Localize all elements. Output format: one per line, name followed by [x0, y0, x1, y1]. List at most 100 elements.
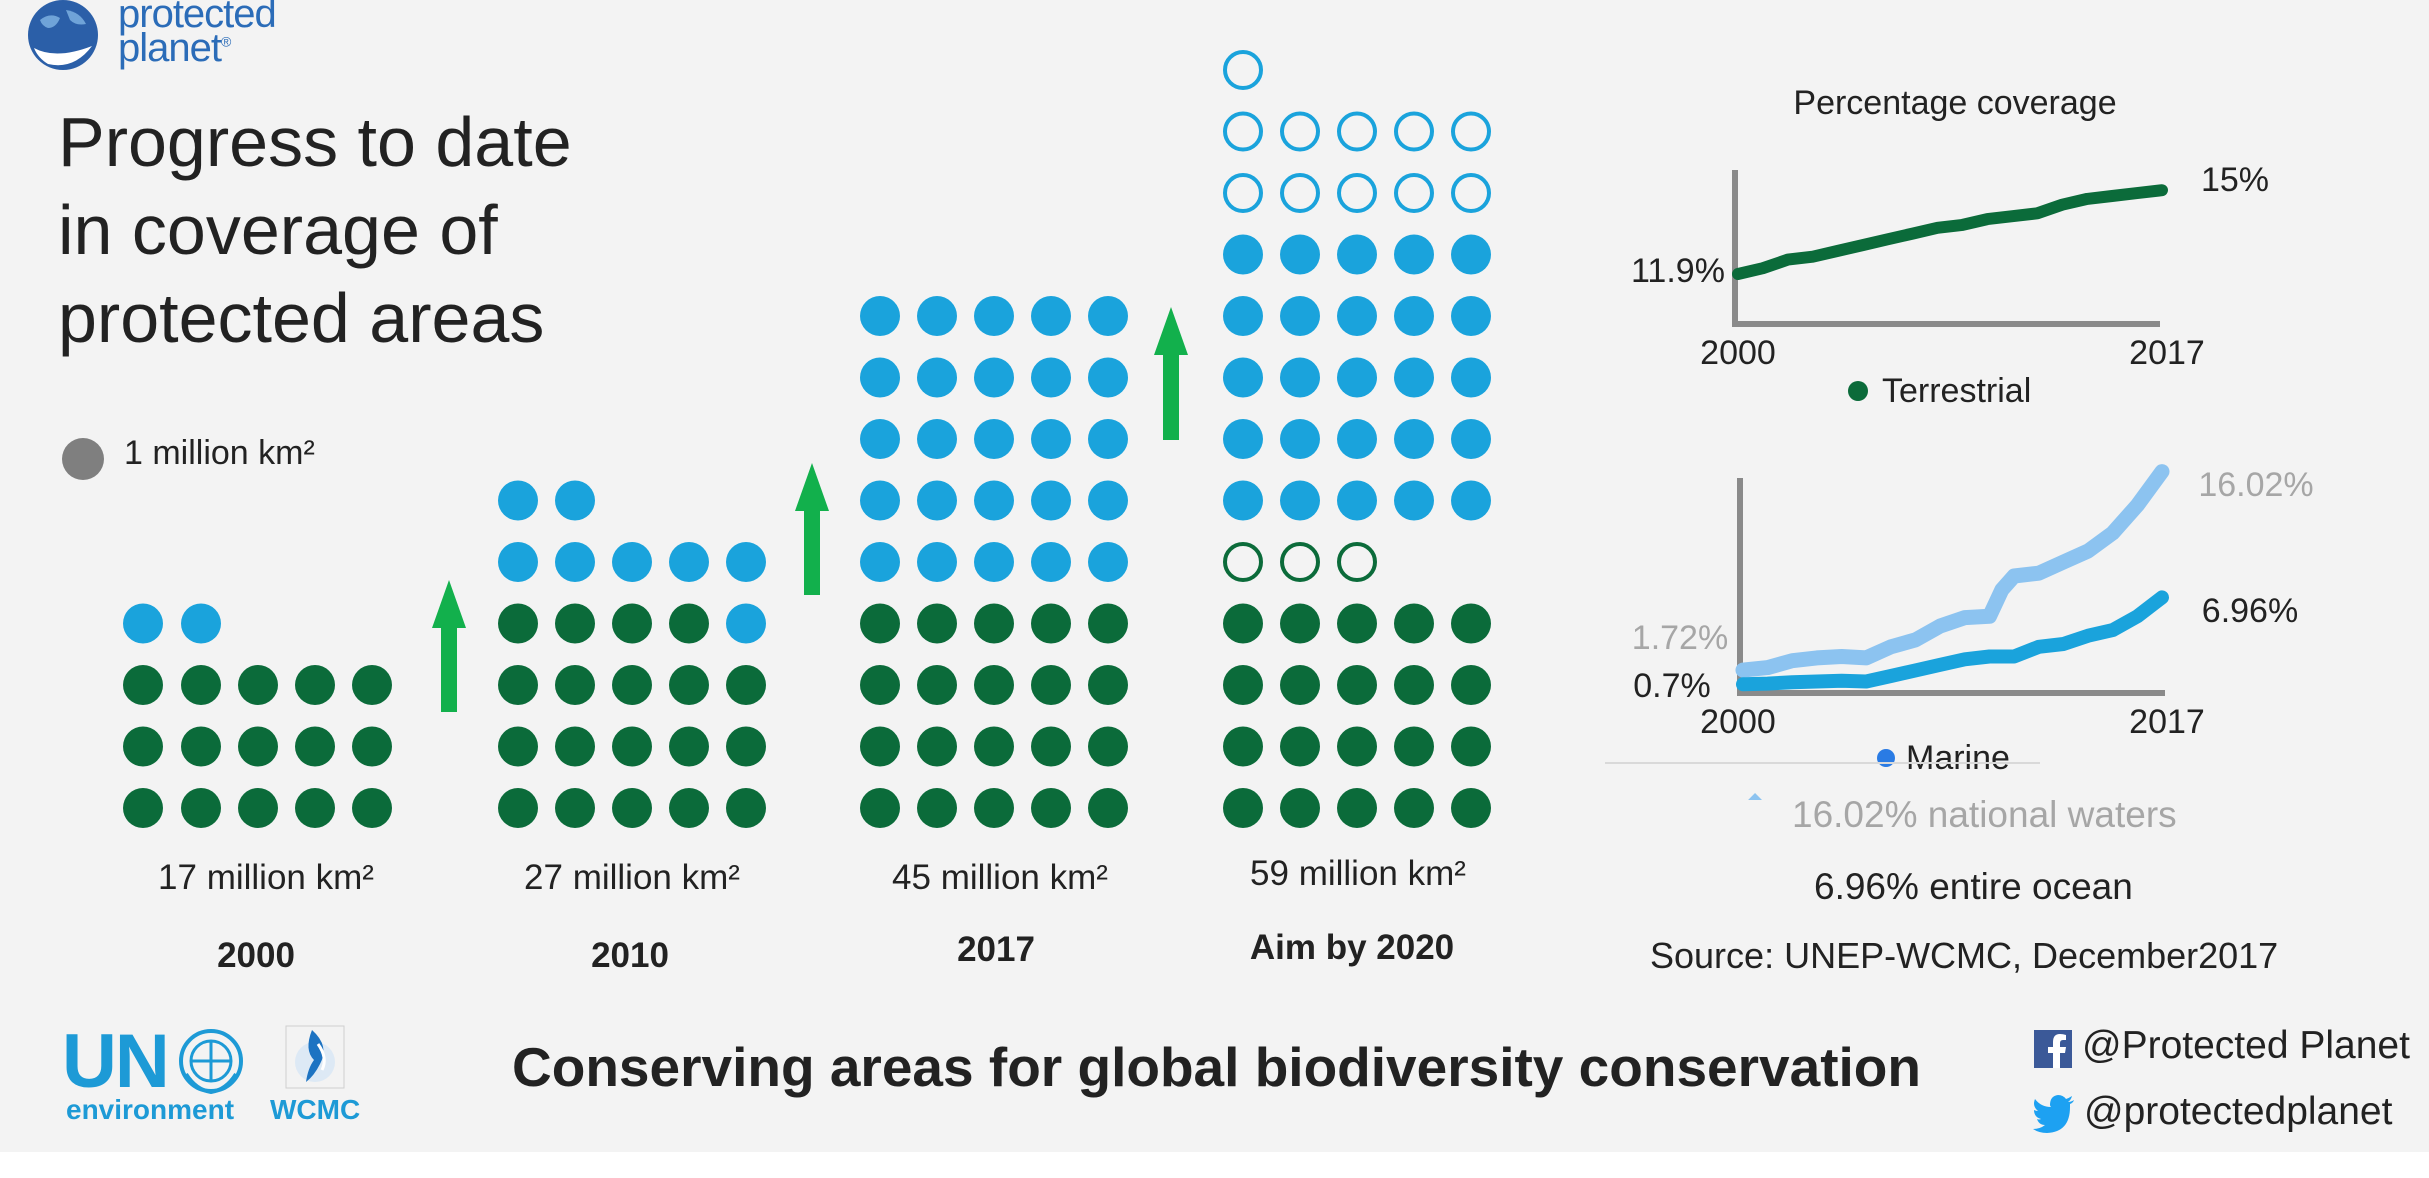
facebook-handle[interactable]: @Protected Planet	[2082, 1024, 2410, 1067]
marine-dot	[1451, 419, 1491, 459]
marine-dot	[1394, 357, 1434, 398]
target-marine-dot	[1451, 111, 1491, 152]
terrestrial-dot	[181, 726, 221, 767]
terrestrial-dot	[974, 788, 1014, 828]
source-note: Source: UNEP-WCMC, December2017	[1650, 935, 2279, 976]
target-marine-dot	[1280, 173, 1320, 213]
marine-dot	[1451, 296, 1491, 336]
logo-wordmark-line2: planet®	[118, 26, 231, 70]
terrestrial-dot	[860, 603, 900, 644]
globe-icon	[28, 0, 98, 70]
area-label-2020: 59 million km²	[1250, 854, 1466, 893]
terrestrial-dot	[1223, 665, 1263, 705]
terrestrial-dot	[123, 788, 163, 828]
area-label-2000: 17 million km²	[158, 858, 374, 897]
terrestrial-dot	[612, 665, 652, 705]
marine-ocean-series-line	[1736, 590, 2169, 692]
terrestrial-dot	[295, 726, 335, 767]
marine-dot	[123, 603, 163, 644]
terrestrial-dot	[1088, 726, 1128, 767]
marine-dot	[726, 603, 766, 644]
terrestrial-dot	[1088, 788, 1128, 828]
marine-dot	[1337, 234, 1377, 275]
marine-dot	[612, 542, 652, 582]
marine-dot	[974, 419, 1014, 459]
terrestrial-dot	[669, 665, 709, 705]
marine-dot	[1280, 419, 1320, 459]
pictogram-chart	[123, 50, 1491, 828]
terrestrial-dot	[1223, 726, 1263, 767]
terrestrial-dot	[974, 726, 1014, 767]
facebook-icon[interactable]	[2034, 1030, 2072, 1068]
target-marine-dot	[1337, 111, 1377, 152]
terrestrial-dot	[917, 726, 957, 767]
legend-dot	[62, 438, 104, 480]
title-line-3: protected areas	[58, 279, 545, 357]
terrestrial-dot	[1223, 603, 1263, 644]
target-marine-dot	[1223, 111, 1263, 152]
un-logo-text: UN	[62, 1019, 170, 1104]
marine-dot	[974, 480, 1014, 521]
terrestrial-dot	[860, 726, 900, 767]
terrestrial-dot	[555, 726, 595, 767]
marine-dot	[669, 542, 709, 582]
terrestrial-dot	[1280, 788, 1320, 828]
marine-dot	[860, 542, 900, 582]
marine-dot	[498, 480, 538, 521]
un-emblem-icon	[179, 1029, 243, 1095]
terrestrial-dot	[974, 665, 1014, 705]
terrestrial-dot	[181, 665, 221, 705]
entire-ocean-legend-label: 6.96% entire ocean	[1814, 866, 2133, 907]
marine-dot	[181, 603, 221, 644]
twitter-icon[interactable]	[2032, 1094, 2076, 1134]
national-waters-swatch	[1748, 793, 1762, 800]
marine-dot	[860, 296, 900, 336]
marine-dot	[1223, 419, 1263, 459]
terrestrial-x-end: 2017	[2129, 334, 2205, 372]
marine-dot	[1031, 357, 1071, 398]
marine-national-end-label: 16.02%	[2198, 466, 2313, 504]
un-environment-text: environment	[66, 1094, 235, 1125]
target-terrestrial-dot	[1337, 542, 1377, 582]
target-marine-dot	[1394, 173, 1434, 213]
terrestrial-start-label: 11.9%	[1631, 252, 1725, 290]
marine-dot	[1280, 480, 1320, 521]
tagline: Conserving areas for global biodiversity…	[512, 1036, 1921, 1098]
marine-dot	[1031, 419, 1071, 459]
terrestrial-dot	[669, 788, 709, 828]
title-line-1: Progress to date	[58, 103, 572, 181]
terrestrial-dot	[238, 726, 278, 767]
target-marine-dot	[1223, 173, 1263, 213]
terrestrial-dot	[1280, 665, 1320, 705]
terrestrial-dot	[860, 788, 900, 828]
year-label-2017: 2017	[957, 930, 1035, 969]
year-label-2010: 2010	[591, 936, 669, 975]
marine-dot	[860, 480, 900, 521]
target-marine-dot	[1337, 173, 1377, 213]
marine-legend-dot	[1877, 749, 1895, 767]
terrestrial-dot	[726, 726, 766, 767]
marine-dot	[1337, 419, 1377, 459]
terrestrial-dot	[612, 788, 652, 828]
terrestrial-dot	[726, 665, 766, 705]
twitter-handle[interactable]: @protectedplanet	[2084, 1090, 2393, 1133]
terrestrial-dot	[238, 788, 278, 828]
terrestrial-dot	[555, 665, 595, 705]
marine-dot	[498, 542, 538, 582]
marine-dot	[1337, 357, 1377, 398]
terrestrial-dot	[1031, 665, 1071, 705]
terrestrial-end-label: 15%	[2201, 161, 2269, 199]
target-marine-dot	[1223, 50, 1263, 90]
terrestrial-dot	[860, 665, 900, 705]
marine-national-series-line	[1735, 464, 2170, 678]
year-label-2000: 2000	[217, 936, 295, 975]
marine-dot	[1088, 357, 1128, 398]
terrestrial-dot	[181, 788, 221, 828]
marine-dot	[1451, 234, 1491, 275]
terrestrial-dot	[352, 726, 392, 767]
terrestrial-dot	[352, 788, 392, 828]
terrestrial-dot	[1337, 603, 1377, 644]
terrestrial-dot	[1337, 665, 1377, 705]
marine-dot	[1088, 542, 1128, 582]
logo-wordmark-line1: protected	[118, 0, 277, 36]
